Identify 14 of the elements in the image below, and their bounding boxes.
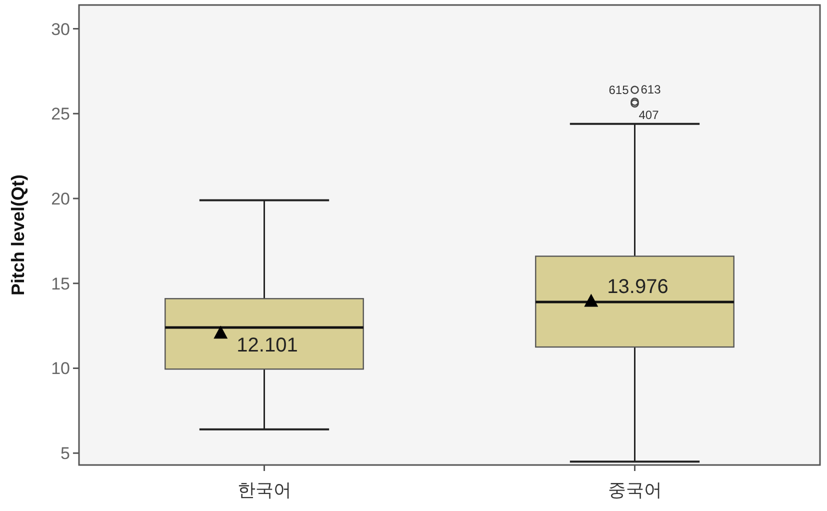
- x-tick-label: 중국어: [608, 480, 662, 500]
- annotation: 615: [608, 82, 630, 97]
- x-tick-label: 한국어: [237, 480, 292, 500]
- annotation: 613: [640, 82, 662, 96]
- y-tick-label: 15: [51, 274, 70, 294]
- y-tick-label: 25: [51, 104, 70, 124]
- annotation: 13.976: [607, 276, 668, 298]
- annotation: 407: [638, 108, 660, 122]
- y-axis-title: Pitch level(Qt): [8, 174, 28, 296]
- annotation: 12.101: [236, 334, 298, 357]
- y-tick-label: 5: [60, 444, 70, 464]
- y-tick-label: 20: [51, 190, 70, 209]
- y-tick-label: 30: [51, 20, 70, 39]
- y-tick-label: 10: [51, 359, 70, 378]
